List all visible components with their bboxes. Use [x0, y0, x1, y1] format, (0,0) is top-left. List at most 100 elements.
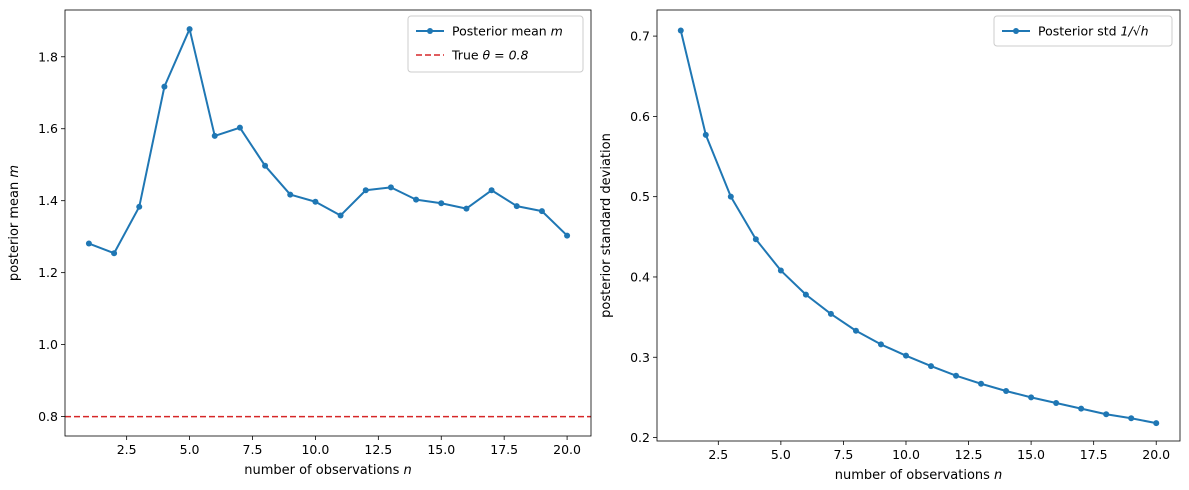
- x-tick-label: 20.0: [1142, 447, 1170, 462]
- y-tick-label: 0.8: [38, 409, 58, 424]
- x-tick-label: 12.5: [364, 442, 392, 457]
- data-point: [1053, 400, 1060, 407]
- data-point: [827, 310, 834, 317]
- y-axis-label-var: m: [7, 165, 22, 182]
- legend-box: [993, 15, 1173, 47]
- data-point: [852, 327, 859, 334]
- plot-area: [677, 27, 1160, 427]
- y-axis-label-text: posterior standard deviation: [599, 133, 614, 318]
- series-line: [88, 28, 568, 255]
- data-point: [1128, 415, 1135, 422]
- y-tick-label: 1.2: [38, 265, 58, 280]
- y-tick-label: 0.6: [630, 109, 650, 124]
- legend-entry-text: Posterior std: [1038, 24, 1117, 39]
- x-tick-label: 15.0: [427, 442, 455, 457]
- data-point: [111, 250, 118, 257]
- x-tick-label: 5.0: [180, 442, 200, 457]
- data-point: [236, 124, 243, 131]
- data-point: [513, 203, 520, 210]
- x-axis-label: number of observations n: [244, 463, 412, 478]
- x-tick-label: 15.0: [1017, 447, 1045, 462]
- y-axis-label: posterior standard deviation: [599, 133, 614, 318]
- data-point: [1028, 394, 1035, 401]
- axes-frame: [656, 9, 1181, 442]
- data-point: [1103, 411, 1110, 418]
- y-tick-label: 0.5: [630, 189, 650, 204]
- x-tick-label: 17.5: [1080, 447, 1108, 462]
- x-tick-label: 10.0: [301, 442, 329, 457]
- data-point: [136, 203, 143, 210]
- legend-entry-var: θ = 0.8: [479, 48, 529, 63]
- legend-box: [407, 15, 584, 73]
- y-tick-label: 1.8: [38, 49, 58, 64]
- legend-entry: Posterior std 1/√h: [1038, 24, 1149, 39]
- y-tick-label: 0.2: [630, 430, 650, 445]
- data-point: [953, 372, 960, 379]
- legend-entry: Posterior mean m: [452, 24, 563, 39]
- y-tick-label: 1.0: [38, 337, 58, 352]
- y-tick-label: 1.6: [38, 121, 58, 136]
- y-tick-label: 0.4: [630, 269, 650, 284]
- data-point: [1078, 405, 1085, 412]
- legend-entry-text: Posterior mean: [452, 24, 547, 39]
- legend-entry: True θ = 0.8: [451, 48, 529, 63]
- data-point: [538, 208, 545, 215]
- legend: Posterior mean m True θ = 0.8: [407, 15, 584, 73]
- x-axis-label: number of observations n: [835, 468, 1003, 483]
- plot-area: [65, 26, 591, 418]
- data-point: [702, 131, 709, 138]
- data-point: [413, 196, 420, 203]
- legend-entry-text: True: [451, 48, 479, 63]
- x-tick-label: 2.5: [117, 442, 137, 457]
- legend-entry-var: m: [547, 24, 563, 39]
- data-point: [877, 341, 884, 348]
- data-point: [262, 162, 269, 169]
- y-tick-label: 0.3: [630, 350, 650, 365]
- data-point: [777, 267, 784, 274]
- x-tick-label: 5.0: [771, 447, 791, 462]
- legend: Posterior std 1/√h: [993, 15, 1173, 47]
- y-tick-label: 1.4: [38, 193, 58, 208]
- data-point: [287, 191, 294, 198]
- x-tick-label: 10.0: [892, 447, 920, 462]
- data-point: [1153, 420, 1160, 427]
- data-point: [186, 26, 193, 33]
- x-tick-label: 17.5: [490, 442, 518, 457]
- data-point: [85, 240, 92, 247]
- x-axis-label-text: number of observations: [244, 463, 399, 478]
- axes-frame: [64, 9, 592, 437]
- data-point: [161, 83, 168, 90]
- data-point: [312, 198, 319, 205]
- chart-2: 2.5 5.0 7.5 10.0 12.5 15.0 17.5 20.0 0.2 0.3 0.4 0.…: [599, 9, 1181, 483]
- y-tick-label: 0.7: [630, 29, 650, 44]
- data-point: [488, 187, 495, 194]
- data-point: [438, 200, 445, 207]
- data-point: [752, 236, 759, 243]
- data-point: [978, 380, 985, 387]
- data-point: [463, 205, 470, 212]
- x-tick-label: 2.5: [708, 447, 728, 462]
- data-point: [727, 193, 734, 200]
- legend-marker: [427, 28, 433, 34]
- x-tick-label: 20.0: [553, 442, 581, 457]
- data-point: [677, 27, 684, 34]
- x-tick-label: 7.5: [833, 447, 853, 462]
- data-point: [928, 363, 935, 370]
- data-point: [1003, 387, 1010, 394]
- x-tick-label: 7.5: [243, 442, 263, 457]
- legend-marker: [1013, 28, 1019, 34]
- legend-entry-var: 1/√h: [1117, 24, 1149, 39]
- data-point: [211, 132, 218, 139]
- x-axis-label-var: n: [990, 468, 1002, 483]
- series-line: [679, 30, 1157, 425]
- data-point: [902, 352, 909, 359]
- data-point: [387, 184, 394, 191]
- chart-1: 2.5 5.0 7.5 10.0 12.5 15.0 17.5 20.0 0.8 1.0 1.2 1.…: [7, 9, 592, 478]
- x-axis-label-var: n: [399, 463, 411, 478]
- data-point: [564, 232, 571, 239]
- data-point: [362, 187, 369, 194]
- data-point: [802, 291, 809, 298]
- x-axis-label-text: number of observations: [835, 468, 990, 483]
- data-point: [337, 212, 344, 219]
